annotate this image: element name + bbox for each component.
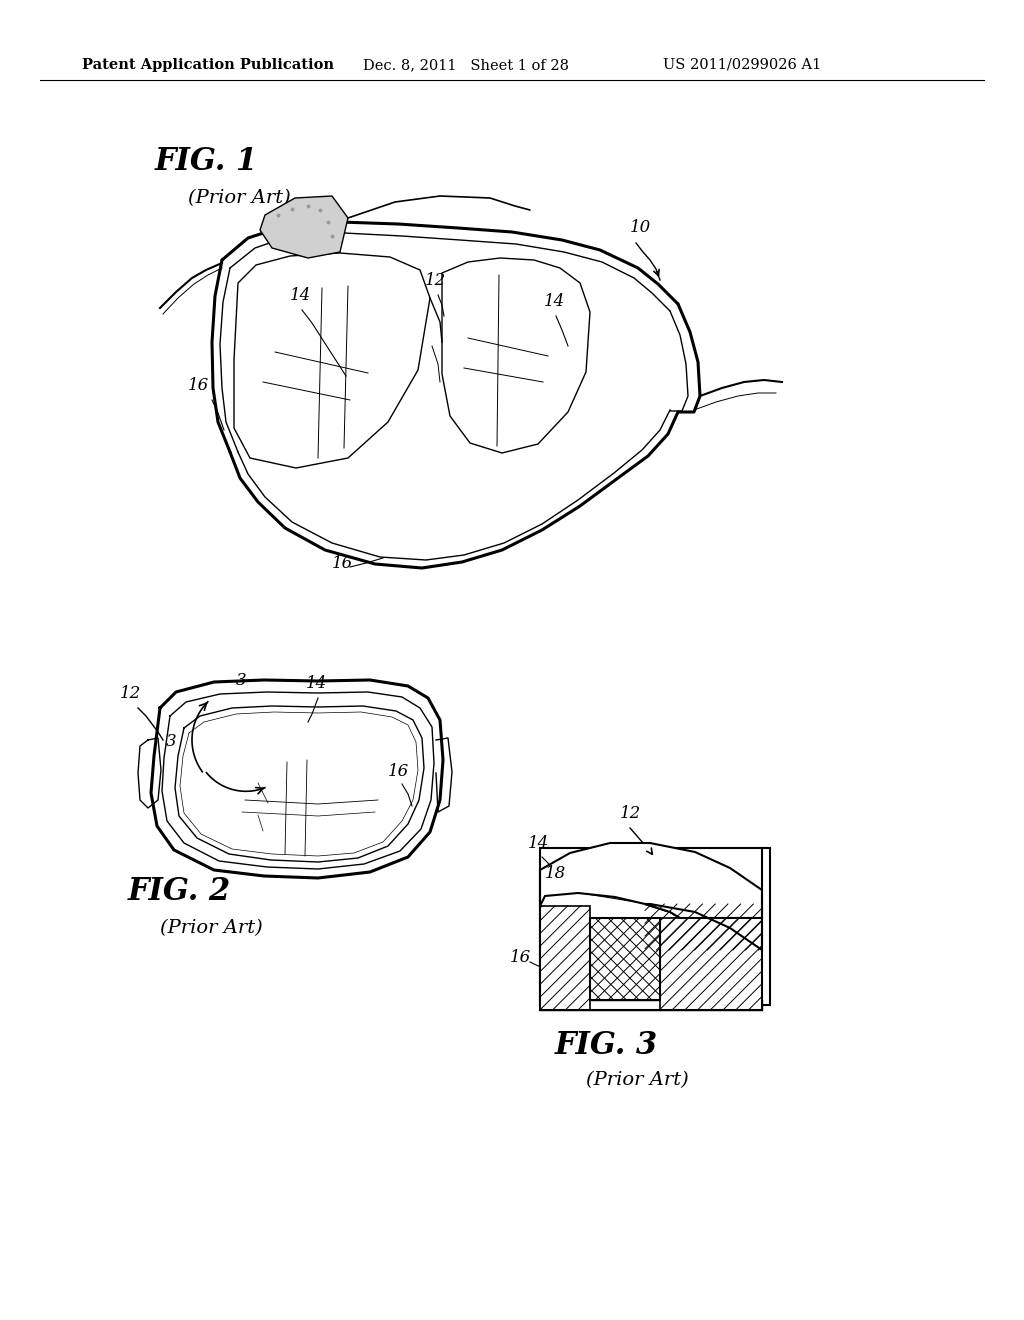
Text: 14: 14: [544, 293, 565, 310]
Text: 3: 3: [166, 733, 176, 750]
Polygon shape: [540, 1001, 762, 1010]
Text: FIG. 3: FIG. 3: [555, 1030, 658, 1060]
Text: 12: 12: [120, 685, 141, 702]
Text: FIG. 1: FIG. 1: [155, 147, 258, 177]
Text: 18: 18: [545, 865, 566, 882]
Text: (Prior Art): (Prior Art): [188, 189, 291, 207]
Polygon shape: [540, 843, 762, 917]
Text: 16: 16: [510, 949, 531, 966]
Text: (Prior Art): (Prior Art): [160, 919, 263, 937]
Text: (Prior Art): (Prior Art): [586, 1071, 689, 1089]
Text: FIG. 2: FIG. 2: [128, 876, 231, 908]
Polygon shape: [260, 195, 348, 257]
Text: 12: 12: [620, 805, 641, 822]
Text: 14: 14: [306, 675, 328, 692]
Text: 16: 16: [332, 554, 353, 572]
Text: 3: 3: [236, 672, 247, 689]
Polygon shape: [540, 847, 770, 1005]
Polygon shape: [660, 917, 762, 1010]
Text: 10: 10: [630, 219, 651, 236]
Polygon shape: [645, 904, 762, 950]
Text: US 2011/0299026 A1: US 2011/0299026 A1: [663, 58, 821, 73]
Text: 14: 14: [290, 286, 311, 304]
Text: Patent Application Publication: Patent Application Publication: [82, 58, 334, 73]
Text: 16: 16: [388, 763, 410, 780]
Text: 12: 12: [425, 272, 446, 289]
Text: 16: 16: [188, 378, 209, 393]
Polygon shape: [540, 906, 590, 1010]
Polygon shape: [590, 917, 660, 1001]
Text: 14: 14: [528, 836, 549, 851]
Text: Dec. 8, 2011   Sheet 1 of 28: Dec. 8, 2011 Sheet 1 of 28: [362, 58, 569, 73]
